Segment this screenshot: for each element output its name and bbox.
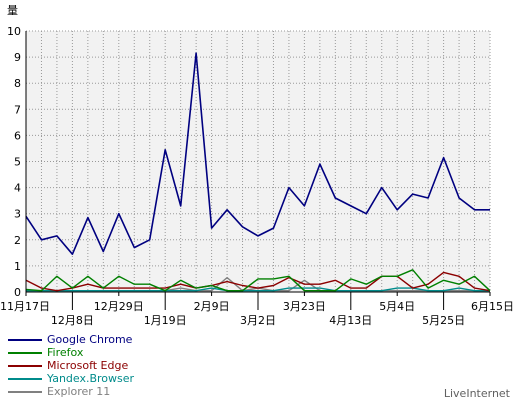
legend-item-firefox: Firefox <box>8 346 134 359</box>
y-axis-label: 量 <box>7 4 18 17</box>
x-tick-label: 6月15日 <box>471 300 514 313</box>
y-tick-label: 4 <box>14 182 21 195</box>
x-tick-label: 12月8日 <box>51 314 94 327</box>
legend-item-google-chrome: Google Chrome <box>8 333 134 346</box>
y-tick-label: 1 <box>14 260 21 273</box>
y-tick-label: 10 <box>7 25 21 38</box>
y-tick-label: 2 <box>14 234 21 247</box>
series-line-firefox <box>25 269 491 292</box>
x-tick-label: 5月25日 <box>422 314 465 327</box>
legend-item-microsoft-edge: Microsoft Edge <box>8 359 134 372</box>
legend-swatch <box>8 390 42 393</box>
x-tick-label: 4月13日 <box>329 314 372 327</box>
legend: Google Chrome Firefox Microsoft Edge Yan… <box>8 333 134 398</box>
legend-swatch <box>8 364 42 367</box>
brand-label: LiveInternet <box>443 387 510 400</box>
legend-swatch <box>8 338 42 341</box>
legend-item-yandex-browser: Yandex.Browser <box>8 372 134 385</box>
x-tick-label: 1月19日 <box>144 314 187 327</box>
series-lines <box>25 52 491 292</box>
x-tick-label: 3月2日 <box>240 314 276 327</box>
y-tick-label: 3 <box>14 208 21 221</box>
x-tick-label: 5月4日 <box>379 300 415 313</box>
legend-swatch <box>8 351 42 354</box>
legend-label: Microsoft Edge <box>47 359 129 372</box>
x-tick-label: 12月29日 <box>94 300 144 313</box>
y-tick-label: 7 <box>14 103 21 116</box>
grid-lines <box>26 30 491 292</box>
x-tick-label: 11月17日 <box>0 300 50 313</box>
legend-label: Explorer 11 <box>47 385 111 398</box>
x-tick-label: 2月9日 <box>194 300 230 313</box>
legend-label: Yandex.Browser <box>47 372 135 385</box>
y-axis-ticks: 0 1 2 3 4 5 6 7 8 9 10 <box>7 25 21 299</box>
legend-item-explorer-11: Explorer 11 <box>8 385 134 398</box>
legend-label: Google Chrome <box>47 333 133 346</box>
y-tick-label: 5 <box>14 156 21 169</box>
legend-swatch <box>8 377 42 380</box>
x-tick-label: 3月23日 <box>283 300 326 313</box>
y-tick-label: 8 <box>14 77 21 90</box>
y-tick-label: 9 <box>14 51 21 64</box>
series-line-google-chrome <box>25 52 490 255</box>
y-tick-label: 0 <box>14 286 21 299</box>
legend-label: Firefox <box>47 346 84 359</box>
y-tick-label: 6 <box>14 129 21 142</box>
